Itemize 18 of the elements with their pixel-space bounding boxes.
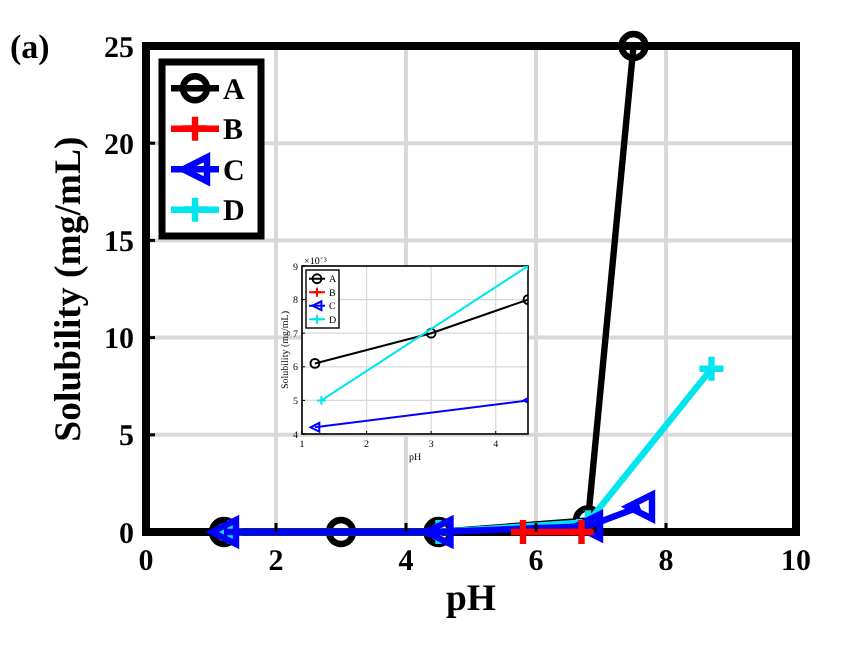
- legend-label: B: [223, 115, 244, 148]
- legend-label: D: [223, 196, 245, 229]
- y-axis-title: Solubility (mg/mL): [48, 136, 90, 442]
- legend-label: C: [223, 155, 245, 188]
- x-tick-label: 4: [398, 545, 415, 578]
- text: (a): [10, 28, 50, 66]
- legend-label: A: [223, 74, 245, 107]
- y-tick-label: 10: [104, 324, 134, 357]
- y-tick-label: 5: [119, 421, 134, 454]
- x-axis-title: pH: [445, 578, 497, 620]
- x-tick-label: 2: [268, 545, 284, 578]
- x-tick-label: 8: [658, 545, 674, 578]
- y-tick-label: 15: [104, 226, 134, 259]
- x-tick-label: 10: [781, 545, 811, 578]
- y-tick-label: 0: [119, 518, 134, 551]
- y-tick-label: 25: [104, 32, 134, 65]
- y-tick-label: 20: [104, 129, 134, 162]
- x-tick-label: 6: [528, 545, 545, 578]
